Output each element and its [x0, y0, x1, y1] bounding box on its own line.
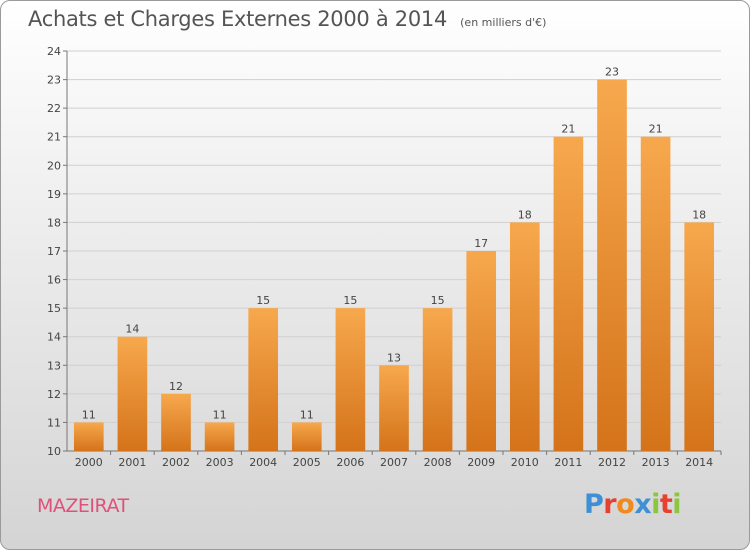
- data-label: 11: [82, 408, 96, 421]
- x-tick-label: 2014: [685, 456, 713, 469]
- bar-2014: [684, 222, 715, 451]
- y-tick-label: 17: [47, 245, 61, 258]
- y-tick-label: 21: [47, 131, 61, 144]
- y-tick-label: 10: [47, 445, 61, 458]
- data-label: 12: [169, 380, 183, 393]
- x-tick-label: 2013: [642, 456, 670, 469]
- data-label: 15: [431, 294, 445, 307]
- title-row: Achats et Charges Externes 2000 à 2014 (…: [28, 7, 546, 31]
- x-tick-label: 2007: [380, 456, 408, 469]
- x-tick-label: 2001: [118, 456, 146, 469]
- logo-letter: r: [603, 489, 617, 520]
- data-label: 21: [649, 123, 663, 136]
- x-tick-label: 2002: [162, 456, 190, 469]
- y-tick-label: 15: [47, 302, 61, 315]
- proxiti-logo[interactable]: Proxiti: [584, 489, 682, 520]
- data-label: 13: [387, 351, 401, 364]
- x-tick-label: 2004: [249, 456, 277, 469]
- bar-2001: [117, 336, 148, 451]
- bar-2005: [291, 422, 322, 451]
- data-label: 17: [474, 237, 488, 250]
- data-label: 23: [605, 66, 619, 79]
- x-tick-label: 2006: [336, 456, 364, 469]
- bar-2006: [335, 308, 366, 451]
- y-tick-label: 11: [47, 416, 61, 429]
- logo-letter: t: [659, 489, 673, 520]
- data-label: 14: [125, 323, 139, 336]
- data-labels: 11 14 12 11 15 11 15 13 15 17 18 21 23 21 18: [82, 66, 706, 422]
- bar-2002: [161, 393, 191, 451]
- y-tick-label: 19: [47, 188, 61, 201]
- bar-2004: [248, 308, 279, 451]
- y-tick-label: 16: [47, 274, 61, 287]
- y-tick-label: 18: [47, 216, 61, 229]
- x-tick-label: 2008: [424, 456, 452, 469]
- data-label: 11: [213, 408, 227, 421]
- logo-letter: o: [616, 489, 635, 520]
- logo-letter: x: [634, 489, 652, 520]
- chart-title: Achats et Charges Externes 2000 à 2014: [28, 7, 448, 31]
- data-label: 11: [300, 408, 314, 421]
- x-tick-label: 2000: [75, 456, 103, 469]
- bar-2013: [640, 136, 671, 451]
- bar-2007: [379, 365, 409, 451]
- chart-subtitle: (en milliers d'€): [460, 16, 547, 29]
- data-label: 21: [561, 123, 575, 136]
- bar-2008: [422, 308, 453, 451]
- bar-2012: [597, 79, 627, 452]
- commune-name: MAZEIRAT: [37, 495, 129, 517]
- logo-letter: P: [584, 489, 604, 520]
- y-tick-label: 14: [47, 331, 61, 344]
- y-tick-label: 20: [47, 159, 61, 172]
- x-tick-label: 2009: [467, 456, 495, 469]
- x-tick-label: 2012: [598, 456, 626, 469]
- x-tick-label: 2003: [206, 456, 234, 469]
- y-tick-label: 13: [47, 359, 61, 372]
- logo-letter: i: [672, 489, 682, 520]
- x-tick-label: 2011: [554, 456, 582, 469]
- data-label: 15: [256, 294, 270, 307]
- x-tick-label: 2005: [293, 456, 321, 469]
- bar-2000: [73, 422, 104, 451]
- bar-2011: [553, 136, 584, 451]
- bar-2003: [204, 422, 235, 451]
- x-tick-label: 2010: [511, 456, 539, 469]
- bar-2010: [509, 222, 540, 451]
- y-tick-label: 22: [47, 102, 61, 115]
- y-tick-label: 23: [47, 74, 61, 87]
- bar-2009: [466, 251, 497, 451]
- data-label: 18: [692, 208, 706, 221]
- data-label: 15: [343, 294, 357, 307]
- bars: [73, 79, 715, 452]
- logo-letter: i: [651, 489, 660, 520]
- data-label: 18: [518, 208, 532, 221]
- y-tick-label: 24: [47, 45, 61, 58]
- y-tick-label: 12: [47, 388, 61, 401]
